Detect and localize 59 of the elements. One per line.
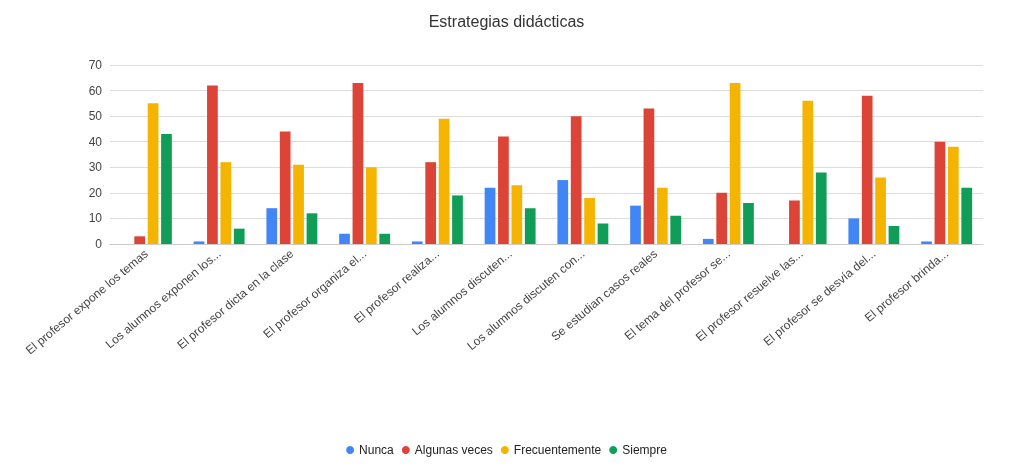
bar bbox=[947, 146, 959, 244]
bar bbox=[134, 236, 146, 244]
bar bbox=[365, 167, 377, 244]
bar bbox=[207, 85, 218, 244]
legend-label: Siempre bbox=[622, 443, 668, 457]
y-tick-label: 40 bbox=[88, 134, 103, 149]
bar bbox=[643, 108, 655, 244]
y-tick-label: 0 bbox=[95, 237, 103, 251]
bar bbox=[484, 187, 496, 244]
y-tick-label: 10 bbox=[88, 211, 103, 226]
bar bbox=[743, 203, 754, 244]
legend-label: Frecuentemente bbox=[513, 443, 602, 457]
bar bbox=[411, 241, 423, 244]
y-tick-label: 70 bbox=[88, 58, 103, 72]
chart-title: Estrategias didácticas bbox=[428, 12, 585, 30]
bar bbox=[729, 82, 741, 244]
bar bbox=[524, 208, 536, 244]
bar bbox=[147, 103, 159, 244]
bar bbox=[279, 131, 291, 244]
bar bbox=[379, 233, 391, 244]
bar bbox=[934, 141, 946, 244]
bar bbox=[815, 172, 827, 244]
bar bbox=[557, 180, 569, 244]
bar bbox=[293, 164, 304, 244]
bar bbox=[716, 192, 728, 244]
bar bbox=[875, 177, 886, 244]
bar bbox=[921, 241, 932, 244]
y-tick-label: 50 bbox=[88, 109, 103, 124]
bar bbox=[498, 136, 509, 244]
bar bbox=[306, 213, 318, 244]
bar bbox=[233, 228, 245, 244]
bar bbox=[511, 185, 523, 244]
y-tick-label: 60 bbox=[88, 83, 103, 98]
legend-label: Algunas veces bbox=[414, 443, 493, 457]
bar bbox=[584, 197, 595, 244]
bar bbox=[425, 162, 437, 244]
bar bbox=[339, 233, 350, 244]
bar bbox=[670, 215, 682, 244]
y-tick-label: 30 bbox=[88, 160, 103, 175]
bar bbox=[266, 208, 278, 244]
bar bbox=[656, 187, 668, 244]
legend-label: Nunca bbox=[359, 443, 395, 457]
y-tick-label: 20 bbox=[88, 185, 103, 200]
bar bbox=[702, 238, 714, 244]
bar bbox=[438, 118, 450, 244]
bar bbox=[789, 200, 800, 244]
bar bbox=[352, 82, 364, 244]
bar bbox=[848, 218, 860, 244]
bar bbox=[861, 95, 873, 244]
bar bbox=[888, 226, 900, 244]
bar bbox=[961, 187, 973, 244]
bar bbox=[597, 223, 609, 244]
bar bbox=[161, 134, 172, 244]
bar bbox=[193, 241, 205, 244]
bar bbox=[570, 116, 582, 244]
bar bbox=[630, 205, 641, 244]
bar bbox=[802, 100, 814, 244]
bar bbox=[452, 195, 463, 244]
bar bbox=[220, 162, 232, 244]
